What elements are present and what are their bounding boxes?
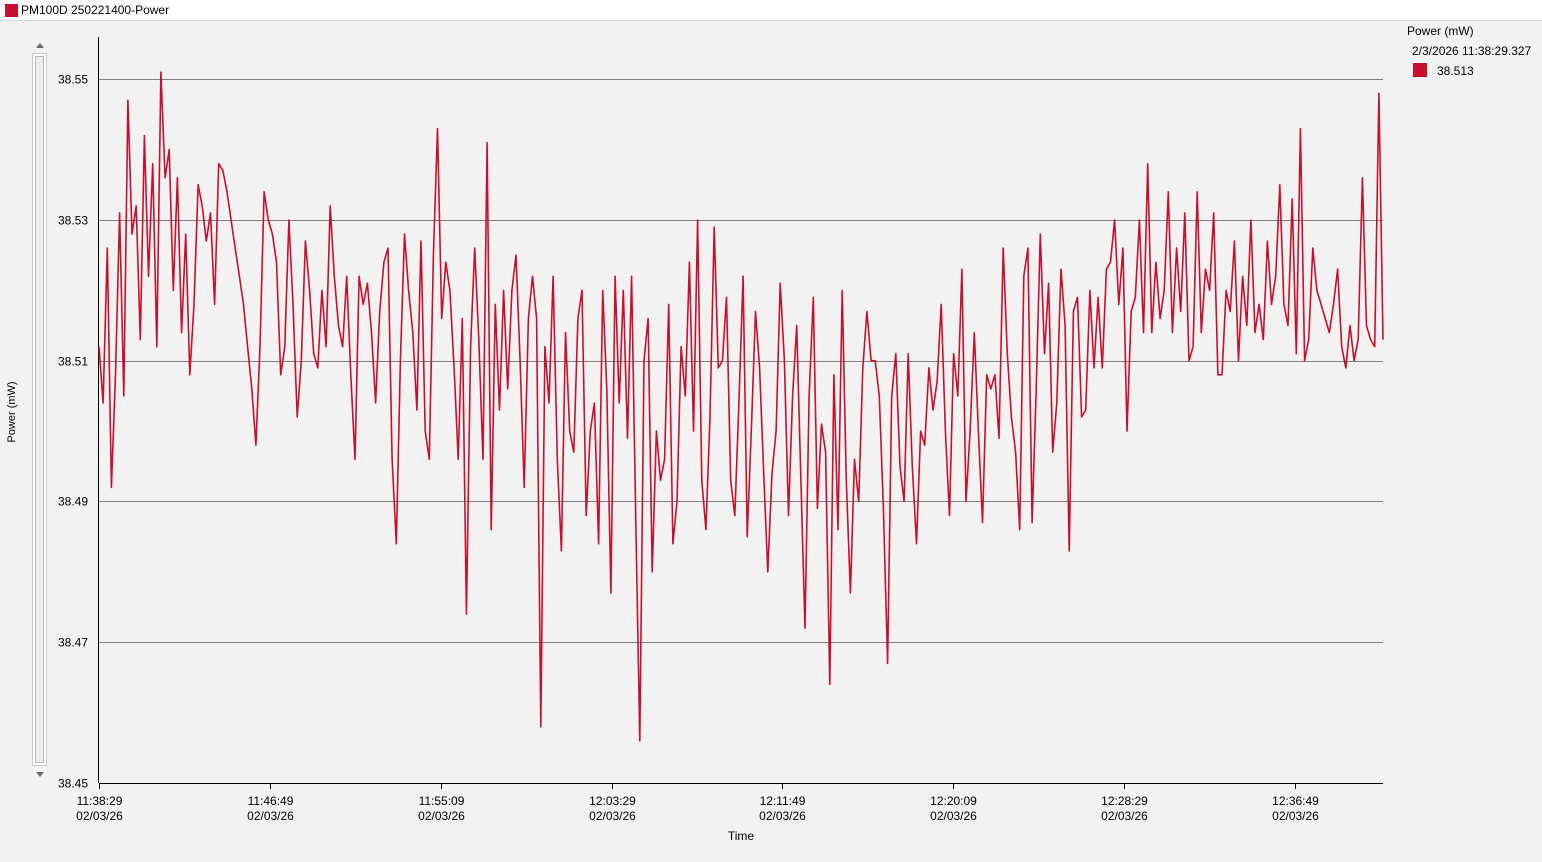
y-axis-label: Power (mW)	[6, 381, 18, 442]
y-tick-label: 38.53	[58, 214, 88, 228]
vertical-scrollbar[interactable]	[30, 38, 49, 781]
x-tick-time: 11:55:09	[419, 794, 465, 808]
legend-timestamp: 2/3/2026 11:38:29.327	[1412, 44, 1532, 58]
x-tick-date: 02/03/26	[1272, 809, 1319, 823]
y-tick-label: 38.49	[58, 495, 88, 509]
legend-swatch	[1413, 63, 1427, 77]
scroll-thumb[interactable]	[35, 56, 44, 763]
y-tick-label: 38.55	[58, 73, 88, 87]
series-line	[98, 71, 1384, 742]
x-axis-label: Time	[728, 829, 755, 843]
x-tick-time: 12:20:09	[930, 794, 977, 808]
x-tick-time: 11:38:29	[77, 794, 123, 808]
x-tick-time: 11:46:49	[248, 794, 294, 808]
x-tick-time: 12:36:49	[1272, 794, 1319, 808]
x-tick-date: 02/03/26	[418, 809, 465, 823]
y-tick-label: 38.47	[58, 636, 88, 650]
x-axis-ticks: 11:38:2902/03/2611:46:4902/03/2611:55:09…	[76, 783, 1319, 823]
x-tick-date: 02/03/26	[1101, 809, 1148, 823]
x-tick-date: 02/03/26	[759, 809, 806, 823]
legend-title: Power (mW)	[1407, 24, 1474, 38]
x-tick-date: 02/03/26	[247, 809, 294, 823]
y-axis-ticks: 38.45 38.47 38.49 38.51 38.53 38.55	[58, 73, 88, 791]
x-tick-date: 02/03/26	[589, 809, 636, 823]
y-tick-label: 38.51	[58, 355, 88, 369]
series-group	[98, 71, 1384, 742]
scroll-down-button[interactable]	[30, 767, 49, 781]
scroll-up-button[interactable]	[30, 38, 49, 52]
x-tick-time: 12:11:49	[760, 794, 806, 808]
x-tick-time: 12:28:29	[1101, 794, 1148, 808]
chart-axes	[98, 37, 1383, 784]
legend-value: 38.513	[1437, 64, 1474, 78]
x-tick-time: 12:03:29	[589, 794, 636, 808]
triangle-up-icon	[35, 42, 44, 48]
legend: Power (mW) 2/3/2026 11:38:29.327 38.513	[1400, 22, 1542, 86]
triangle-down-icon	[35, 771, 44, 777]
y-tick-label: 38.45	[58, 777, 88, 791]
x-tick-date: 02/03/26	[930, 809, 977, 823]
x-tick-date: 02/03/26	[76, 809, 123, 823]
window-titlebar: PM100D 250221400-Power	[0, 0, 1542, 21]
scroll-track[interactable]	[32, 53, 47, 766]
series-color-icon	[5, 4, 18, 17]
window-title: PM100D 250221400-Power	[21, 3, 170, 17]
